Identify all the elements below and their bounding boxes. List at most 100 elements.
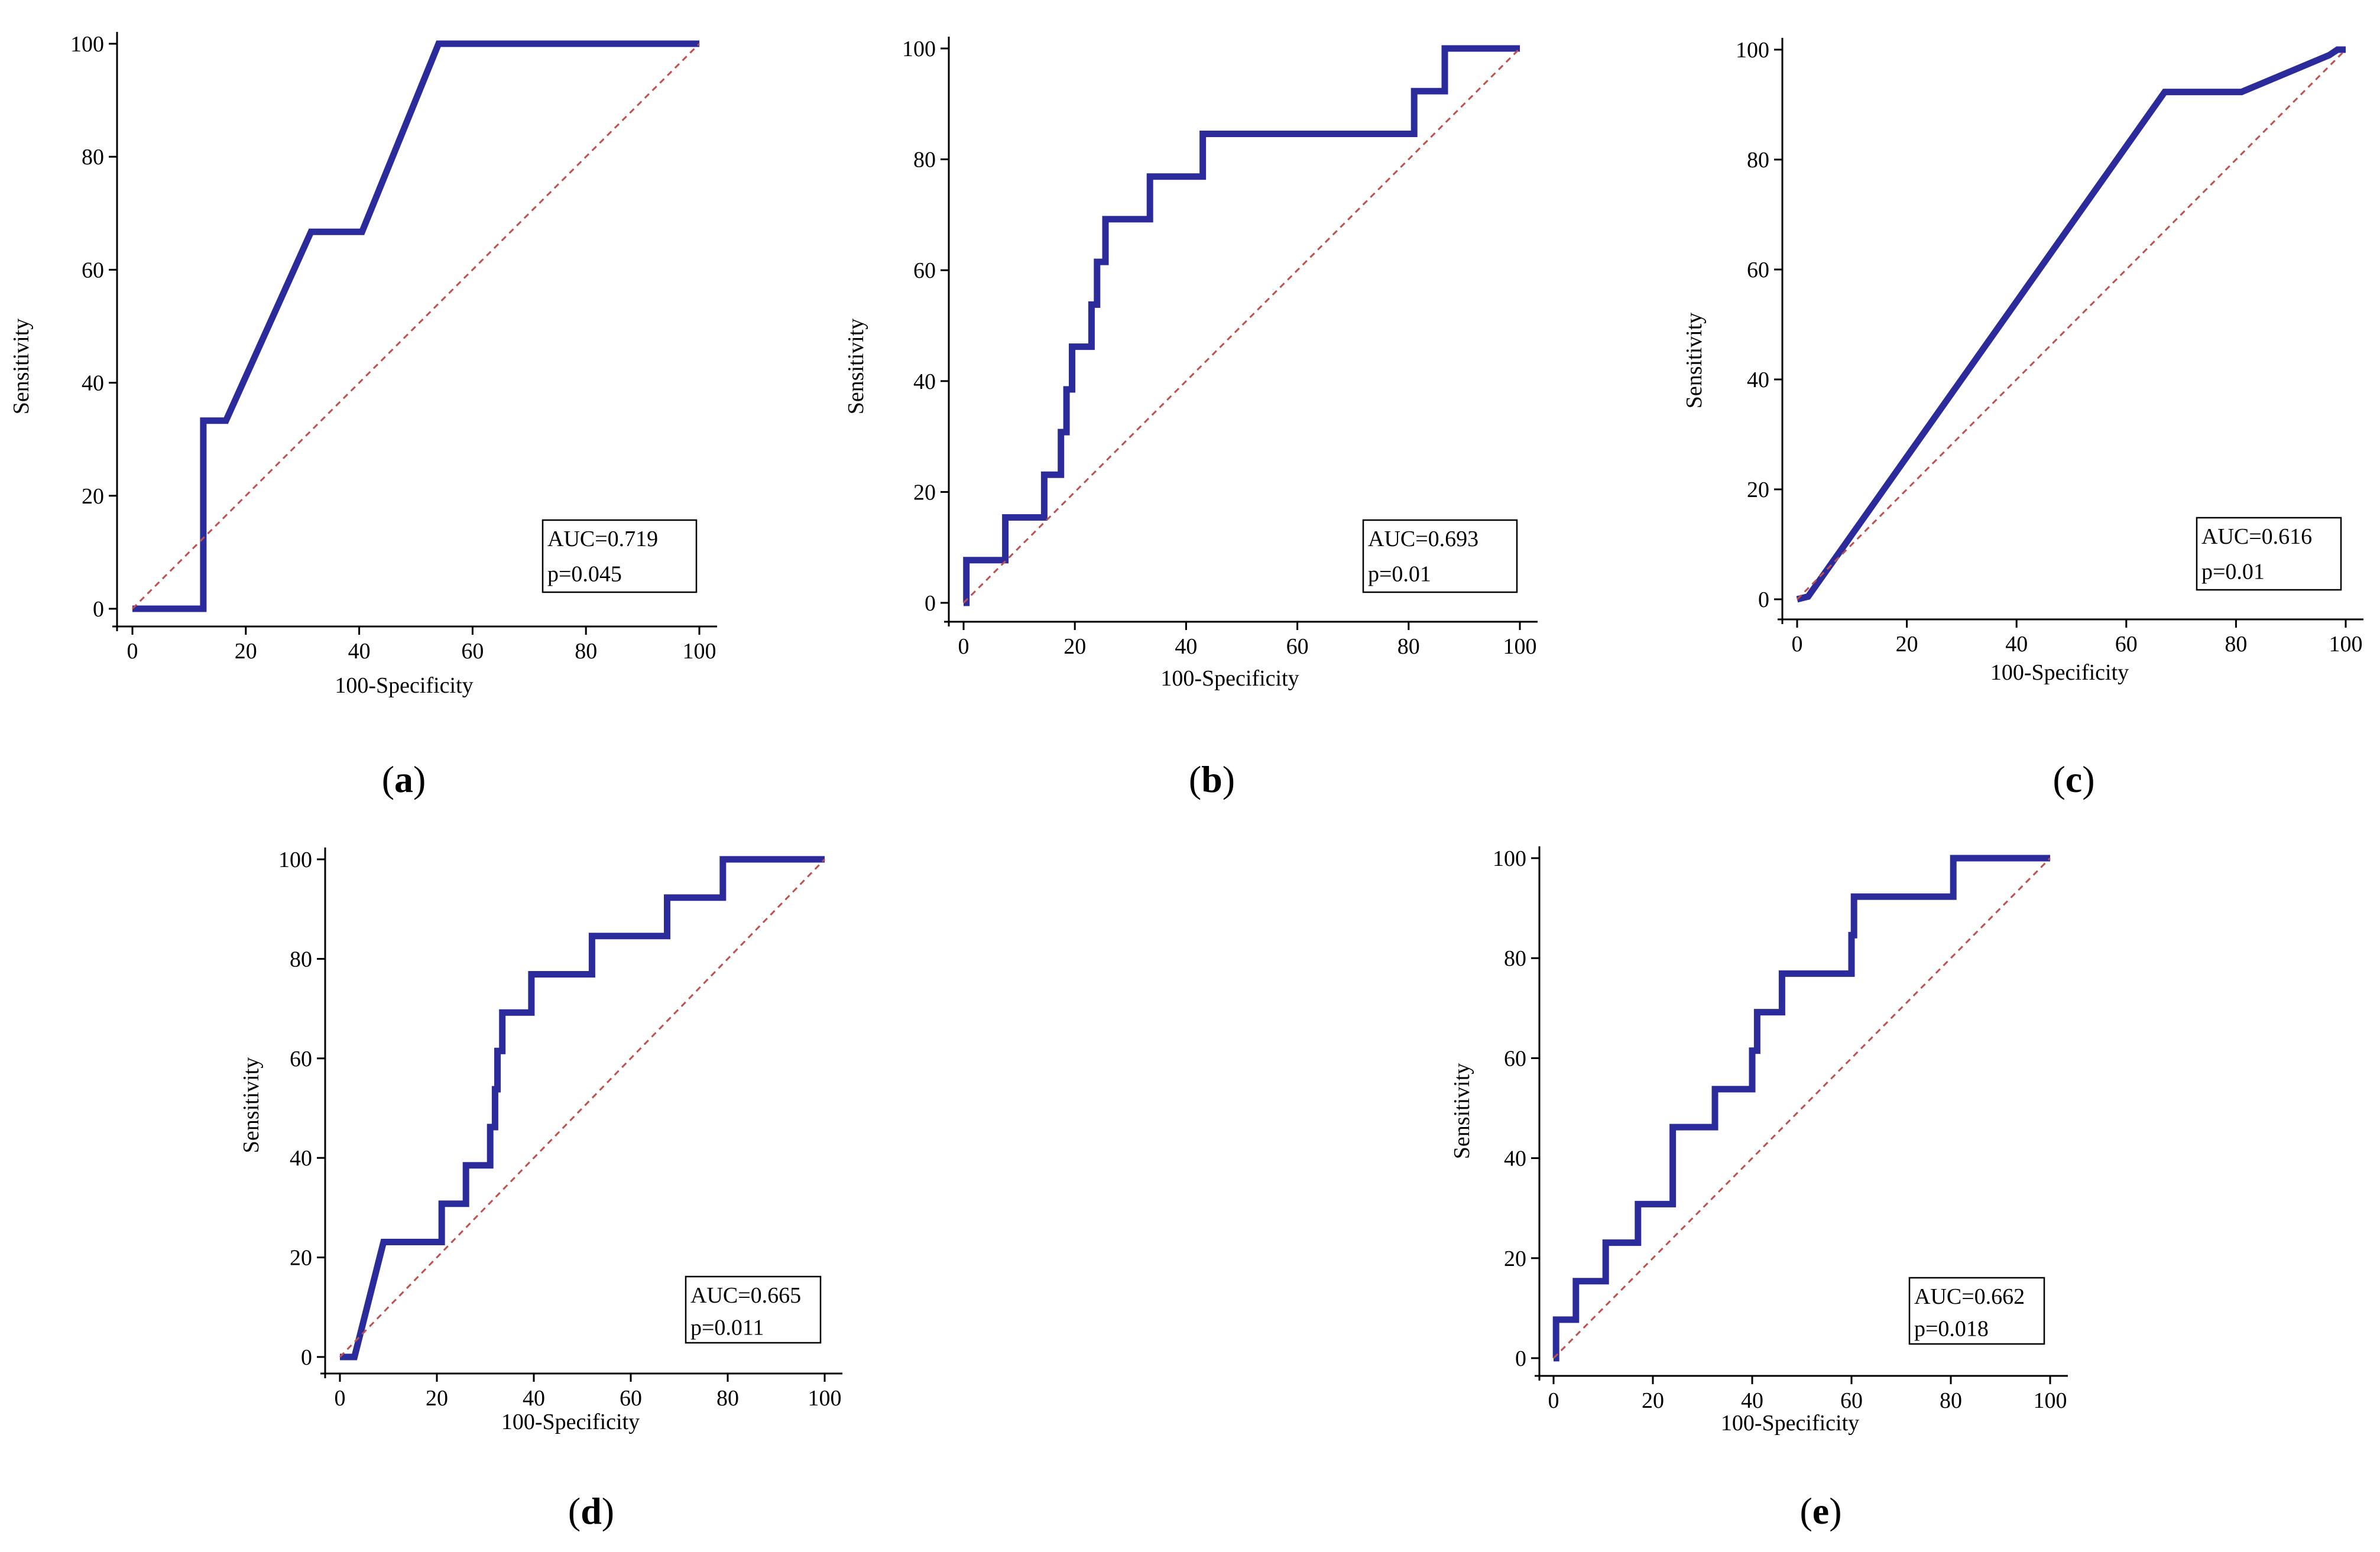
y-tick-label: 60 — [1747, 258, 1769, 283]
x-tick-label: 60 — [461, 639, 484, 664]
y-tick-label: 80 — [913, 148, 936, 173]
y-tick-label: 20 — [290, 1246, 312, 1271]
y-tick-label: 0 — [301, 1345, 312, 1370]
x-tick-label: 40 — [1741, 1388, 1763, 1413]
y-tick-label: 80 — [82, 145, 104, 170]
panel-label: (a) — [382, 758, 426, 800]
x-tick-label: 20 — [1896, 632, 1918, 657]
roc-curve-line — [132, 40, 699, 612]
panel-label: (c) — [2052, 758, 2094, 800]
panel-label: (b) — [1189, 758, 1235, 800]
reference-diagonal-line — [339, 858, 826, 1358]
x-axis-title: 100-Specificity — [1160, 666, 1299, 691]
y-tick-label: 80 — [1504, 946, 1526, 971]
legend-box — [542, 519, 698, 593]
p-value-label: p=0.01 — [1368, 562, 1431, 587]
roc-panel-b: 0 20 40 60 80 100 0 20 40 60 80 100 100-Specificity S… — [844, 37, 1538, 800]
y-tick-label: 60 — [290, 1047, 312, 1072]
x-tick-label: 100 — [2034, 1388, 2067, 1413]
y-tick-label: 60 — [1504, 1046, 1526, 1071]
x-axis-title: 100-Specificity — [501, 1410, 640, 1434]
y-tick-label: 20 — [82, 484, 104, 509]
y-axis-title: Sensitivity — [1450, 1063, 1474, 1160]
y-tick-label: 40 — [1747, 368, 1769, 392]
roc-panel-d: 0 20 40 60 80 100 0 20 40 60 80 100 100-Specificity S… — [239, 848, 842, 1532]
y-tick-label: 80 — [290, 947, 312, 972]
x-axis-title: 100-Specificity — [1721, 1411, 1859, 1436]
auc-label: AUC=0.693 — [1368, 527, 1478, 551]
legend-box — [1362, 519, 1518, 593]
roc-curve-line — [963, 45, 1520, 606]
panel-label: (d) — [568, 1490, 614, 1532]
legend-box — [1908, 1277, 2045, 1345]
legend-box — [685, 1275, 822, 1344]
y-tick-label: 20 — [1504, 1246, 1526, 1271]
x-tick-label: 20 — [1063, 634, 1086, 659]
reference-diagonal-line — [962, 47, 1521, 604]
x-tick-label: 20 — [1642, 1388, 1664, 1413]
panel-label: (e) — [1799, 1490, 1841, 1532]
y-tick-label: 100 — [1736, 38, 1769, 63]
roc-curve-line — [340, 856, 825, 1361]
x-axis-title: 100-Specificity — [1990, 660, 2129, 685]
y-tick-label: 20 — [913, 480, 936, 505]
x-tick-label: 100 — [683, 639, 716, 664]
y-tick-label: 100 — [278, 848, 312, 872]
roc-panel-e: 0 20 40 60 80 100 0 20 40 60 80 100 100-Specificity S… — [1450, 846, 2068, 1532]
x-tick-label: 60 — [1286, 634, 1309, 659]
y-axis-title: Sensitivity — [844, 319, 868, 415]
y-axis-title: Sensitivity — [9, 319, 34, 415]
x-tick-label: 60 — [2115, 632, 2138, 657]
y-tick-label: 0 — [1515, 1346, 1526, 1371]
auc-label: AUC=0.662 — [1914, 1284, 2025, 1309]
reference-diagonal-line — [131, 43, 701, 610]
x-tick-label: 40 — [2005, 632, 2028, 657]
x-tick-label: 0 — [1792, 632, 1803, 657]
y-tick-label: 0 — [93, 597, 104, 622]
y-tick-label: 100 — [902, 37, 936, 61]
x-tick-label: 40 — [1175, 634, 1197, 659]
x-axis-title: 100-Specificity — [335, 673, 473, 698]
reference-diagonal-line — [1796, 48, 2347, 600]
x-tick-label: 80 — [2225, 632, 2247, 657]
x-tick-label: 40 — [523, 1386, 545, 1411]
reference-diagonal-line — [1552, 857, 2051, 1359]
x-tick-label: 20 — [235, 639, 257, 664]
y-axis-title: Sensitivity — [239, 1057, 264, 1154]
x-tick-label: 80 — [1940, 1388, 1962, 1413]
roc-curve-line — [1796, 46, 2346, 603]
p-value-label: p=0.045 — [547, 562, 622, 587]
x-tick-label: 60 — [620, 1386, 642, 1411]
y-tick-label: 20 — [1747, 478, 1769, 502]
x-tick-label: 80 — [716, 1386, 739, 1411]
y-tick-label: 0 — [925, 591, 936, 616]
x-tick-label: 100 — [2329, 632, 2363, 657]
x-tick-label: 100 — [808, 1386, 842, 1411]
y-tick-label: 60 — [82, 258, 104, 283]
x-tick-label: 80 — [1397, 634, 1420, 659]
y-tick-label: 40 — [82, 371, 104, 396]
y-tick-label: 100 — [70, 32, 104, 57]
y-tick-label: 40 — [1504, 1147, 1526, 1171]
legend-box — [2196, 517, 2342, 591]
y-tick-label: 40 — [290, 1146, 312, 1171]
x-tick-label: 100 — [1503, 634, 1537, 659]
x-tick-label: 80 — [575, 639, 597, 664]
p-value-label: p=0.011 — [690, 1316, 764, 1340]
x-tick-label: 20 — [426, 1386, 448, 1411]
x-tick-label: 0 — [335, 1386, 346, 1411]
x-tick-label: 0 — [127, 639, 138, 664]
y-tick-label: 60 — [913, 258, 936, 283]
auc-label: AUC=0.665 — [690, 1283, 801, 1308]
y-tick-label: 0 — [1758, 587, 1769, 612]
roc-panel-c: 0 20 40 60 80 100 0 20 40 60 80 100 100-Specificity S… — [1682, 38, 2363, 800]
y-axis-title: Sensitivity — [1682, 313, 1707, 409]
y-tick-label: 80 — [1747, 148, 1769, 173]
roc-curve-line — [1552, 855, 2050, 1362]
x-tick-label: 0 — [1548, 1388, 1559, 1413]
y-tick-label: 40 — [913, 369, 936, 394]
p-value-label: p=0.018 — [1914, 1317, 1989, 1342]
auc-label: AUC=0.719 — [547, 527, 658, 551]
p-value-label: p=0.01 — [2201, 560, 2265, 585]
